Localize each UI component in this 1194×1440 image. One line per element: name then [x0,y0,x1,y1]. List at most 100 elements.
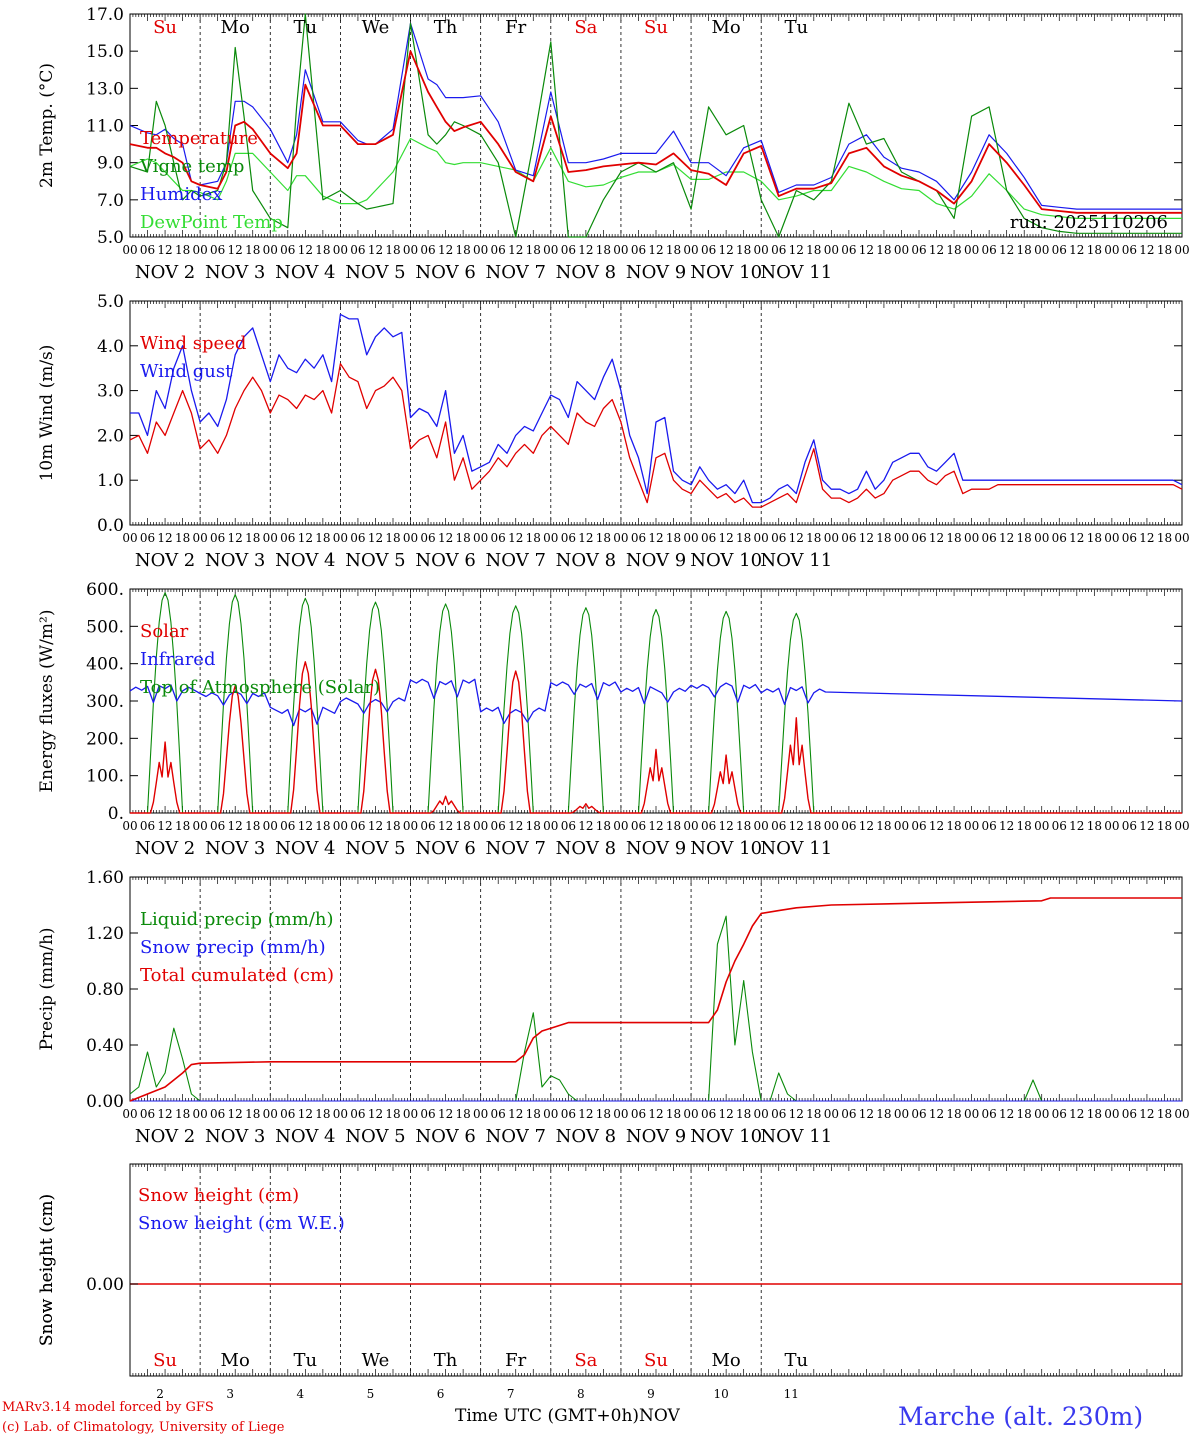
hour-tick-label: 06 [771,243,786,257]
hour-tick-label: 12 [929,819,944,833]
day-date-label: NOV 2 [135,1126,195,1147]
hour-tick-label: 06 [210,819,225,833]
hour-tick-label: 18 [806,1107,821,1121]
hour-tick-label: 12 [1069,819,1084,833]
hour-tick-label: 06 [1052,243,1067,257]
panel-2-ytick-label: 400. [86,655,124,675]
panel-2-legend-entry: Solar [140,621,189,642]
hour-tick-label: 12 [368,243,383,257]
day-name-label: Sa [574,17,597,38]
hour-tick-label: 12 [438,1107,453,1121]
panel-0-legend-entry: Temperature [140,128,258,149]
hour-tick-label: 12 [718,1107,733,1121]
hour-tick-label: 06 [280,819,295,833]
day-date-label: NOV 9 [626,1126,686,1147]
hour-tick-label: 06 [140,1107,155,1121]
hour-tick-label: 06 [210,243,225,257]
hour-tick-label: 00 [122,1107,137,1121]
hour-tick-label: 00 [683,1107,698,1121]
hour-tick-label: 06 [420,819,435,833]
panel-1-ylabel: 10m Wind (m/s) [37,345,57,482]
hour-tick-label: 06 [350,531,365,545]
panel-0-legend-entry: Vigne temp [139,156,244,177]
day-date-label: NOV 6 [415,1126,475,1147]
hour-tick-label: 00 [543,1107,558,1121]
panel-3-ytick-label: 1.60 [86,868,124,888]
hour-tick-label: 06 [280,531,295,545]
station-title: Marche (alt. 230m) [898,1402,1144,1431]
day-name-label: Fr [505,17,526,38]
day-date-label: NOV 4 [275,1126,335,1147]
day-name-label: Mo [711,17,740,38]
hour-tick-label: 12 [578,819,593,833]
panel-1-ytick-label: 2.0 [97,426,124,446]
panel-0-ytick-label: 7.0 [97,191,124,211]
hour-tick-label: 12 [298,1107,313,1121]
day-name-label: We [362,1350,390,1371]
hour-tick-label: 18 [596,531,611,545]
hour-tick-label: 18 [1087,531,1102,545]
panel-2-ytick-label: 500. [86,617,124,637]
hour-tick-label: 00 [473,819,488,833]
hour-tick-label: 18 [385,819,400,833]
hour-tick-label: 18 [946,243,961,257]
hour-tick-label: 18 [245,243,260,257]
hour-tick-label: 12 [859,243,874,257]
hour-tick-label: 18 [666,1107,681,1121]
panel-2-legend-entry: Top of Atmosphere (Solar) [140,677,380,698]
series-wind-gust-line [130,313,1183,504]
panel-2-ytick-label: 100. [86,767,124,787]
day-name-label: Tu [784,1350,808,1371]
run-annotation: run: 2025110206 [1010,212,1168,233]
hour-tick-label: 00 [894,1107,909,1121]
hour-tick-label: 06 [350,243,365,257]
hour-tick-label: 12 [718,531,733,545]
hour-tick-label: 18 [526,531,541,545]
series-total-cumulated-cm-line [129,897,1182,1102]
hour-tick-label: 12 [859,1107,874,1121]
hour-tick-label: 00 [263,1107,278,1121]
day-date-label: NOV 3 [205,262,265,283]
hour-tick-label: 12 [298,243,313,257]
panel-2-ytick-label: 0. [108,804,124,824]
hour-tick-label: 00 [824,1107,839,1121]
day-date-label: NOV 6 [415,550,475,571]
panel-1-ytick-label: 1.0 [97,471,124,491]
hour-tick-label: 18 [245,1107,260,1121]
hour-tick-label: 00 [473,243,488,257]
day-date-label: NOV 8 [556,262,616,283]
hour-tick-label: 06 [140,243,155,257]
hour-tick-label: 12 [578,1107,593,1121]
day-date-label: NOV 5 [345,1126,405,1147]
hour-tick-label: 12 [648,1107,663,1121]
hour-tick-label: 18 [315,531,330,545]
hour-tick-label: 06 [981,819,996,833]
bottom-date-label: 6 [437,1387,445,1401]
hour-tick-label: 12 [929,531,944,545]
day-date-label: NOV 2 [135,838,195,859]
hour-tick-label: 18 [455,243,470,257]
hour-tick-label: 12 [789,531,804,545]
hour-tick-label: 18 [1017,1107,1032,1121]
hour-tick-label: 12 [228,531,243,545]
hour-tick-label: 00 [122,531,137,545]
hour-tick-label: 18 [1157,819,1172,833]
hour-tick-label: 12 [438,819,453,833]
hour-tick-label: 18 [666,243,681,257]
hour-tick-label: 12 [1069,1107,1084,1121]
hour-tick-label: 18 [1017,819,1032,833]
day-date-label: NOV 5 [345,262,405,283]
hour-tick-label: 00 [122,819,137,833]
hour-tick-label: 06 [350,819,365,833]
series-top-of-atmosphere-line [130,592,1182,814]
hour-tick-label: 12 [298,531,313,545]
hour-tick-label: 06 [841,531,856,545]
hour-tick-label: 06 [631,531,646,545]
hour-tick-label: 00 [1104,1107,1119,1121]
hour-tick-label: 18 [455,1107,470,1121]
day-name-label: Mo [221,1350,250,1371]
panel-1-ytick-label: 3.0 [97,382,124,402]
hour-tick-label: 12 [789,243,804,257]
hour-tick-label: 18 [245,531,260,545]
hour-tick-label: 12 [859,819,874,833]
